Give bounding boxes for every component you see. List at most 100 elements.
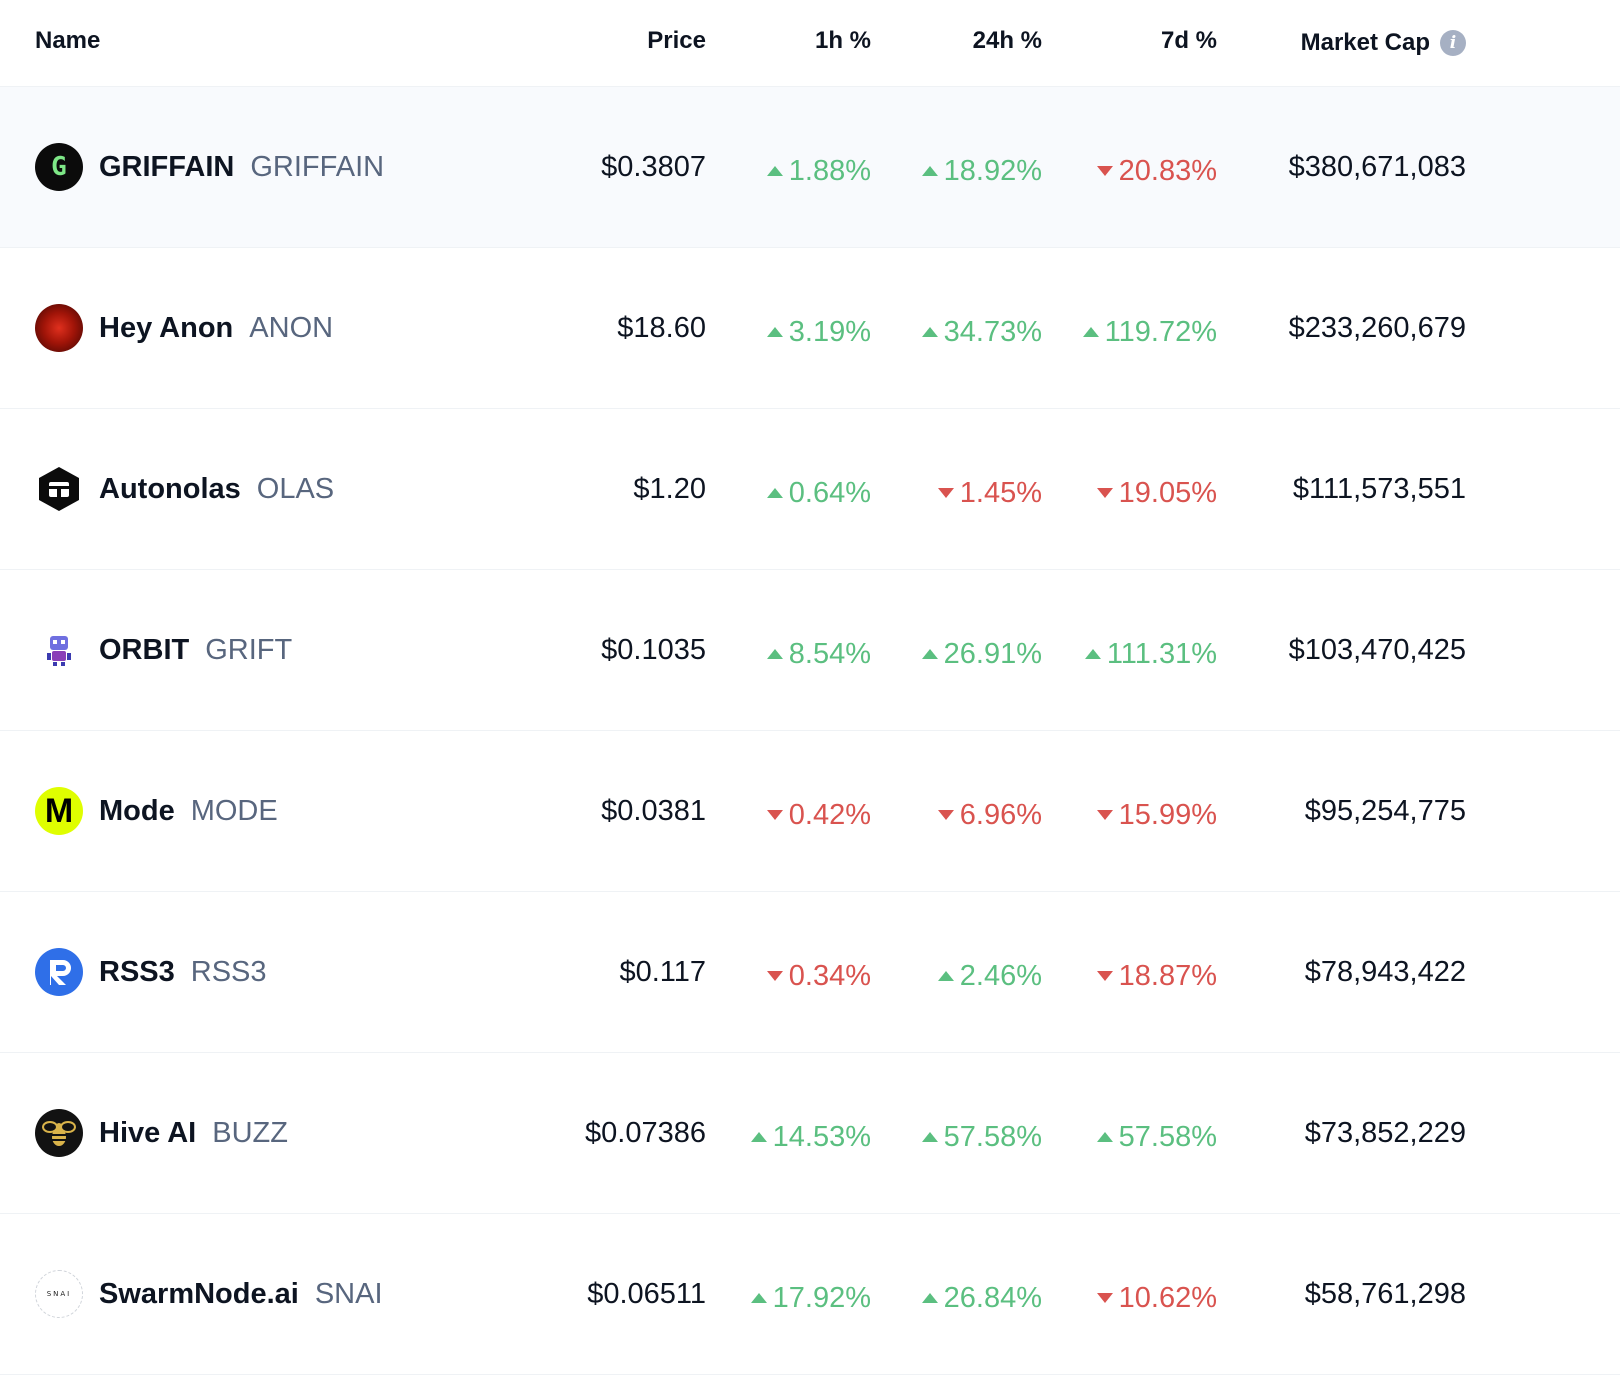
coin-name-cell[interactable]: G GRIFFAIN GRIFFAIN — [35, 87, 384, 247]
change-d7: 15.99% — [1096, 731, 1217, 891]
change-d7-text: 57.58% — [1118, 1121, 1217, 1153]
change-h1-text: 17.92% — [772, 1282, 871, 1314]
table-body: G GRIFFAIN GRIFFAIN $0.3807 1.88% 18.92%… — [0, 87, 1620, 1375]
caret-down-icon — [937, 488, 954, 498]
rss3-logo — [35, 948, 83, 996]
change-d7-value: 111.31% — [1084, 574, 1217, 734]
table-row[interactable]: Hey Anon ANON $18.60 3.19% 34.73% 119.72… — [0, 248, 1620, 409]
coin-symbol: OLAS — [256, 473, 335, 505]
table-row[interactable]: G GRIFFAIN GRIFFAIN $0.3807 1.88% 18.92%… — [0, 87, 1620, 248]
table-row[interactable]: SNAI SwarmNode.ai SNAI $0.06511 17.92% 2… — [0, 1214, 1620, 1375]
caret-up-icon — [766, 166, 783, 176]
caret-up-icon — [750, 1132, 767, 1142]
change-h1-value: 17.92% — [750, 1218, 871, 1378]
market-cap-value: $95,254,775 — [1304, 795, 1466, 827]
header-market-cap-label: Market Cap — [1300, 29, 1430, 56]
coin-name[interactable]: RSS3 — [99, 956, 175, 988]
coin-symbol: GRIFT — [205, 634, 293, 666]
caret-down-icon — [1096, 166, 1113, 176]
coin-name-cell[interactable]: ORBIT GRIFT — [35, 570, 292, 730]
hive-ai-logo — [35, 1109, 83, 1157]
table-header: Name Price 1h % 24h % 7d % Market Cap i — [0, 0, 1620, 87]
table-row[interactable]: RSS3 RSS3 $0.117 0.34% 2.46% 18.87% $78,… — [0, 892, 1620, 1053]
coin-name[interactable]: ORBIT — [99, 634, 190, 666]
change-h24-value: 2.46% — [937, 896, 1042, 1056]
change-h24-value: 18.92% — [921, 91, 1042, 251]
coin-name[interactable]: Mode — [99, 795, 175, 827]
coin-name-cell[interactable]: SNAI SwarmNode.ai SNAI — [35, 1214, 383, 1374]
change-h1-text: 8.54% — [788, 638, 871, 670]
change-d7-text: 20.83% — [1118, 155, 1217, 187]
change-h1: 14.53% — [750, 1053, 871, 1213]
caret-down-icon — [1096, 971, 1113, 981]
caret-up-icon — [921, 649, 938, 659]
caret-up-icon — [921, 1293, 938, 1303]
coin-name-cell[interactable]: M Mode MODE — [35, 731, 278, 891]
coin-name-cell[interactable]: RSS3 RSS3 — [35, 892, 267, 1052]
table-row[interactable]: Hive AI BUZZ $0.07386 14.53% 57.58% 57.5… — [0, 1053, 1620, 1214]
coin-name[interactable]: SwarmNode.ai — [99, 1278, 299, 1310]
coin-symbol: GRIFFAIN — [250, 151, 385, 183]
caret-up-icon — [750, 1293, 767, 1303]
change-d7: 119.72% — [1082, 248, 1217, 408]
mode-logo: M — [35, 787, 83, 835]
coin-name-cell[interactable]: Hey Anon ANON — [35, 248, 333, 408]
change-h1: 0.34% — [766, 892, 871, 1052]
coin-price: $0.07386 — [585, 1117, 706, 1149]
swarmnode-logo-text: SNAI — [46, 1290, 72, 1298]
caret-down-icon — [766, 810, 783, 820]
table-row[interactable]: M Mode MODE $0.0381 0.42% 6.96% 15.99% — [0, 731, 1620, 892]
header-24h[interactable]: 24h % — [972, 27, 1042, 54]
market-cap-value: $73,852,229 — [1304, 1117, 1466, 1149]
change-h24-value: 6.96% — [937, 735, 1042, 895]
coin-name-cell[interactable]: Autonolas OLAS — [35, 409, 334, 569]
coin-name[interactable]: Autonolas — [99, 473, 241, 505]
change-d7-text: 15.99% — [1118, 799, 1217, 831]
header-7d[interactable]: 7d % — [1160, 27, 1217, 54]
change-h1-value: 14.53% — [750, 1057, 871, 1217]
change-d7-text: 18.87% — [1118, 960, 1217, 992]
change-h24: 18.92% — [921, 87, 1042, 247]
change-h1: 0.42% — [766, 731, 871, 891]
table-row[interactable]: Autonolas OLAS $1.20 0.64% 1.45% 19.05% … — [0, 409, 1620, 570]
change-d7-value: 18.87% — [1096, 896, 1217, 1056]
coin-symbol: MODE — [190, 795, 278, 827]
caret-up-icon — [766, 327, 783, 337]
mode-logo-text: M — [44, 791, 74, 830]
change-d7: 111.31% — [1084, 570, 1217, 730]
coin-symbol: RSS3 — [190, 956, 267, 988]
change-d7-text: 111.31% — [1106, 638, 1217, 670]
change-d7: 19.05% — [1096, 409, 1217, 569]
market-cap-value: $58,761,298 — [1304, 1278, 1466, 1310]
caret-up-icon — [921, 1132, 938, 1142]
coin-name[interactable]: GRIFFAIN — [99, 151, 235, 183]
hey-anon-logo — [35, 304, 83, 352]
header-name[interactable]: Name — [35, 27, 101, 54]
change-h1-text: 3.19% — [788, 316, 871, 348]
header-1h[interactable]: 1h % — [814, 27, 871, 54]
griffain-logo-text: G — [51, 152, 67, 182]
change-h24: 57.58% — [921, 1053, 1042, 1213]
coin-price: $0.1035 — [601, 634, 706, 666]
change-h24: 2.46% — [937, 892, 1042, 1052]
table-row[interactable]: ORBIT GRIFT $0.1035 8.54% 26.91% 111.31%… — [0, 570, 1620, 731]
header-price[interactable]: Price — [647, 27, 706, 54]
change-h1-value: 1.88% — [766, 91, 871, 251]
change-h24: 26.91% — [921, 570, 1042, 730]
change-d7: 57.58% — [1096, 1053, 1217, 1213]
change-h24-value: 26.84% — [921, 1218, 1042, 1378]
orbit-logo — [35, 626, 83, 674]
change-h1: 0.64% — [766, 409, 871, 569]
coin-name[interactable]: Hive AI — [99, 1117, 197, 1149]
change-h24-value: 1.45% — [937, 413, 1042, 573]
change-h24-text: 2.46% — [959, 960, 1042, 992]
change-h1: 3.19% — [766, 248, 871, 408]
change-d7-text: 19.05% — [1118, 477, 1217, 509]
change-d7: 10.62% — [1096, 1214, 1217, 1374]
header-market-cap[interactable]: Market Cap i — [1301, 0, 1466, 86]
coin-name-cell[interactable]: Hive AI BUZZ — [35, 1053, 288, 1213]
caret-up-icon — [1096, 1132, 1113, 1142]
info-icon[interactable]: i — [1440, 30, 1466, 56]
coin-name[interactable]: Hey Anon — [99, 312, 234, 344]
change-d7-text: 119.72% — [1104, 316, 1217, 348]
